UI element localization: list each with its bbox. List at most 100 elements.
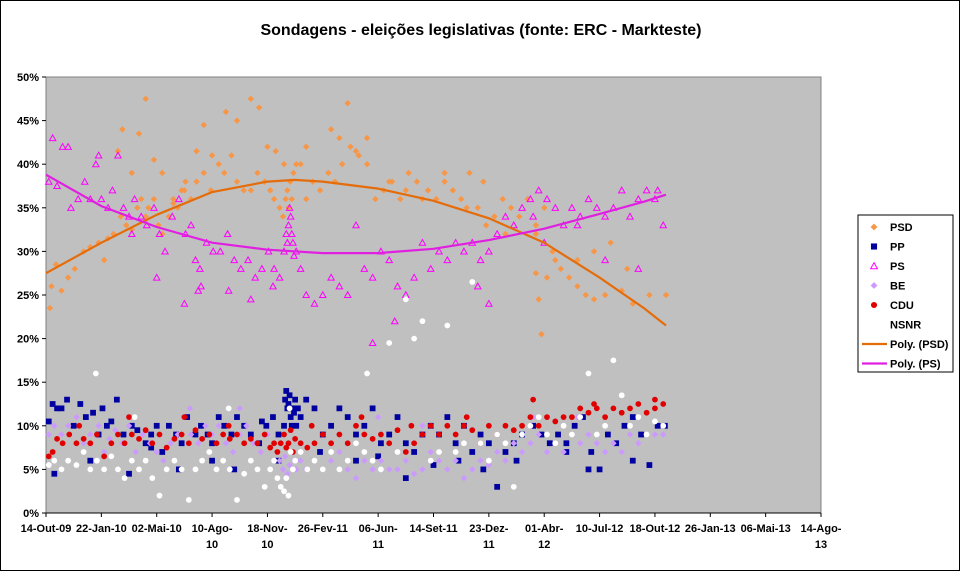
y-tick-label: 0% bbox=[23, 508, 39, 520]
point-cdu bbox=[199, 436, 205, 442]
point-psd bbox=[193, 178, 200, 185]
point-pp bbox=[159, 449, 166, 455]
point-nsnr bbox=[319, 466, 326, 473]
point-ps bbox=[518, 203, 527, 211]
point-be bbox=[297, 457, 304, 464]
point-be bbox=[51, 422, 58, 429]
point-ps bbox=[216, 247, 225, 255]
point-cdu bbox=[149, 440, 156, 447]
point-be bbox=[80, 440, 87, 447]
point-be bbox=[585, 431, 592, 438]
point-cdu bbox=[519, 422, 525, 429]
point-nsnr bbox=[502, 440, 509, 447]
point-nsnr bbox=[277, 483, 284, 490]
point-ps bbox=[127, 229, 136, 238]
y-tick-label: 35% bbox=[17, 203, 39, 215]
x-tick-label: 18-Out-12 bbox=[630, 523, 681, 535]
point-nsnr bbox=[436, 449, 442, 455]
point-psd bbox=[200, 121, 207, 129]
point-pp bbox=[54, 405, 60, 412]
point-pp bbox=[563, 440, 570, 447]
point-pp bbox=[588, 449, 595, 455]
point-pp bbox=[231, 466, 238, 473]
point-cdu bbox=[535, 422, 542, 429]
point-cdu bbox=[283, 444, 290, 451]
point-ps bbox=[268, 282, 278, 290]
point-nsnr bbox=[101, 466, 108, 473]
point-pp bbox=[148, 444, 155, 451]
point-cdu bbox=[560, 414, 567, 420]
point-cdu bbox=[602, 414, 608, 420]
point-pp bbox=[221, 422, 228, 429]
point-cdu bbox=[635, 401, 642, 407]
point-pp bbox=[555, 431, 561, 438]
point-ps bbox=[410, 273, 419, 281]
point-cdu bbox=[80, 436, 87, 442]
point-psd bbox=[215, 161, 222, 168]
point-be bbox=[477, 457, 484, 464]
point-psd bbox=[233, 178, 241, 185]
point-be bbox=[651, 431, 659, 438]
point-ps bbox=[617, 186, 626, 194]
point-be bbox=[502, 457, 509, 464]
point-cdu bbox=[121, 440, 128, 447]
point-nsnr bbox=[199, 457, 205, 464]
point-psd bbox=[71, 265, 78, 273]
point-be bbox=[111, 426, 119, 434]
point-nsnr bbox=[51, 457, 58, 464]
point-pp bbox=[64, 396, 70, 403]
point-pp bbox=[288, 422, 295, 429]
x-tick-label: 22-Jan-10 bbox=[76, 523, 127, 535]
point-ps bbox=[196, 282, 206, 290]
point-nsnr bbox=[131, 414, 138, 420]
point-be bbox=[419, 422, 426, 429]
point-psd bbox=[302, 195, 310, 203]
point-nsnr bbox=[304, 466, 311, 473]
point-pp bbox=[430, 462, 437, 468]
point-psd bbox=[282, 195, 289, 203]
point-psd bbox=[181, 187, 188, 194]
point-psd bbox=[145, 204, 152, 211]
point-pp bbox=[502, 449, 509, 455]
point-psd bbox=[327, 126, 335, 133]
point-psd bbox=[280, 161, 288, 168]
point-ps bbox=[287, 229, 296, 238]
point-pp bbox=[513, 457, 520, 464]
point-be bbox=[279, 466, 287, 473]
point-be bbox=[352, 474, 360, 482]
point-psd bbox=[338, 161, 346, 168]
point-nsnr bbox=[136, 466, 142, 473]
point-cdu bbox=[274, 449, 281, 455]
chart-title: Sondagens - eleições legislativas (fonte… bbox=[260, 22, 701, 39]
point-ps bbox=[152, 273, 161, 281]
point-ps bbox=[97, 194, 106, 203]
point-cdu bbox=[171, 436, 178, 442]
point-cdu bbox=[281, 431, 287, 438]
point-cdu bbox=[220, 431, 227, 438]
point-be bbox=[281, 453, 289, 460]
point-psd bbox=[119, 126, 126, 133]
point-nsnr bbox=[261, 483, 268, 490]
point-psd bbox=[270, 195, 278, 203]
point-cdu bbox=[241, 440, 248, 447]
legend-swatch bbox=[870, 243, 878, 250]
point-psd bbox=[266, 187, 274, 194]
point-be bbox=[276, 457, 283, 464]
legend-box bbox=[857, 214, 954, 373]
point-be bbox=[493, 448, 501, 456]
point-cdu bbox=[485, 422, 492, 429]
point-ps bbox=[74, 194, 83, 203]
point-ps bbox=[64, 142, 73, 150]
point-cdu bbox=[660, 401, 667, 407]
point-pp bbox=[209, 457, 215, 464]
y-tick-label: 5% bbox=[23, 464, 39, 476]
point-be bbox=[402, 457, 410, 464]
point-pp bbox=[282, 396, 289, 403]
point-cdu bbox=[261, 431, 268, 438]
point-be bbox=[195, 440, 202, 447]
point-be bbox=[87, 431, 94, 438]
point-psd bbox=[193, 147, 200, 155]
point-psd bbox=[532, 222, 540, 229]
point-cdu bbox=[287, 427, 294, 434]
x-tick-label: 14-Ago- bbox=[801, 523, 842, 535]
